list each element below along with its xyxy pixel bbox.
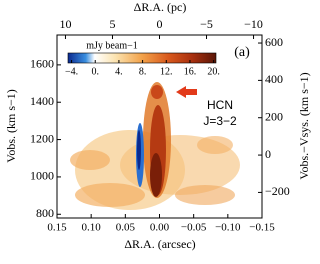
y2-axis-label: Vobs.−Vsys. (km s−1): [297, 72, 311, 179]
colorbar-label: mJy beam−1: [86, 40, 137, 51]
x2-tick-label: 10: [59, 17, 71, 31]
panel-label: (a): [234, 45, 250, 60]
annotation: J=3−2: [203, 114, 237, 128]
colorbar-tick-label: 4.: [115, 66, 123, 77]
y-tick-label: 800: [36, 206, 54, 220]
y-tick-label: 1000: [30, 169, 54, 183]
y2-tick-label: 0: [265, 147, 271, 161]
x2-tick-label: 5: [109, 17, 115, 31]
x-tick-label: −0.10: [215, 222, 241, 234]
y2-tick-label: −200: [265, 184, 290, 198]
y2-tick-label: 600: [265, 35, 283, 49]
annotation: HCN: [207, 98, 233, 112]
y-axis-label: Vobs. (km s−1): [4, 89, 18, 163]
x-axis-label: ΔR.A. (arcsec): [124, 237, 195, 251]
x-tick-label: 0.10: [82, 222, 102, 234]
y2-tick-label: 200: [265, 109, 283, 123]
colorbar-tick-label: 12.: [160, 66, 173, 77]
x2-axis-label: ΔR.A. (pc): [134, 0, 187, 14]
y-tick-label: 1200: [30, 131, 54, 145]
x2-tick-label: 0: [157, 17, 163, 31]
y-tick-label: 1400: [30, 94, 54, 108]
x-tick-label: 0.05: [116, 222, 136, 234]
x-tick-label: −0.05: [181, 222, 207, 234]
x-tick-label: −0.15: [249, 222, 275, 234]
chart: mJy beam−1 (a) HCN J=3−2 ΔR.A. (arcsec) …: [4, 0, 311, 251]
heatmap-image: [70, 82, 240, 210]
colorbar: [67, 52, 217, 64]
colorbar-tick-label: −4.: [65, 66, 78, 77]
colorbar-tick-label: 0.: [91, 66, 99, 77]
x2-tick-label: −10: [244, 17, 263, 31]
y-tick-label: 1600: [30, 57, 54, 71]
x-tick-label: 0.15: [47, 222, 67, 234]
y2-tick-label: 400: [265, 72, 283, 86]
colorbar-tick-label: 20.: [207, 66, 220, 77]
colorbar-tick-label: 8.: [139, 66, 147, 77]
x2-tick-label: −5: [200, 17, 213, 31]
x-tick-label: 0.00: [150, 222, 170, 234]
colorbar-tick-label: 16.: [184, 66, 197, 77]
